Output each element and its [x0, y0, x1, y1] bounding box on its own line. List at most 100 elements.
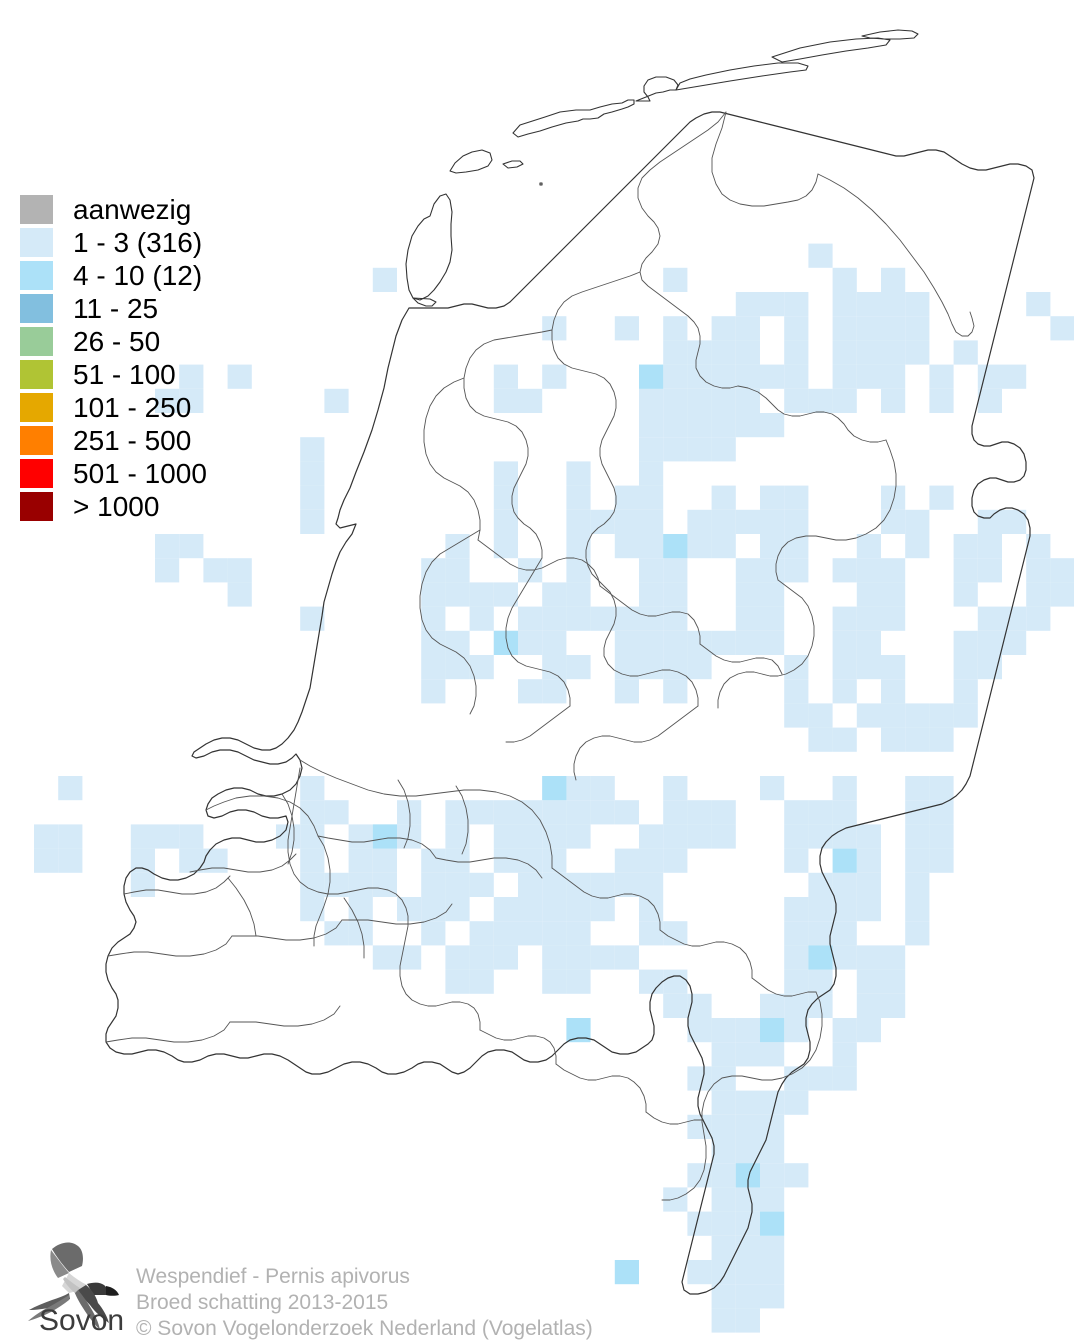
grid-cell-1-3 [34, 848, 59, 873]
grid-cell-1-3 [663, 582, 688, 607]
grid-cell-1-3 [469, 655, 494, 680]
grid-cell-1-3 [687, 534, 712, 559]
legend-swatch-501-1000 [20, 459, 53, 488]
grid-cell-4-10 [639, 364, 664, 389]
grid-cell-1-3 [421, 679, 446, 704]
grid-cell-1-3 [493, 364, 518, 389]
grid-cell-1-3 [784, 485, 809, 510]
grid-cell-1-3 [542, 824, 567, 849]
grid-cell-1-3 [784, 558, 809, 583]
grid-cell-1-3 [856, 316, 881, 341]
grid-cell-1-3 [372, 872, 397, 897]
grid-cell-1-3 [711, 316, 736, 341]
legend-swatch-4-10 [20, 261, 53, 290]
grid-cell-1-3 [711, 1235, 736, 1260]
grid-cell-1-3 [614, 872, 639, 897]
grid-cell-1-3 [566, 461, 591, 486]
grid-cell-1-3 [542, 582, 567, 607]
grid-cell-1-3 [1050, 582, 1074, 607]
grid-cell-1-3 [711, 388, 736, 413]
legend-row-7: 251 - 500 [20, 424, 270, 457]
grid-cell-1-3 [711, 509, 736, 534]
grid-cell-1-3 [445, 800, 470, 825]
legend-label-6: 101 - 250 [73, 392, 192, 423]
grid-cell-1-3 [977, 534, 1002, 559]
grid-cell-1-3 [663, 606, 688, 631]
grid-cell-1-3 [445, 630, 470, 655]
grid-cell-1-3 [881, 292, 906, 317]
grid-cell-1-3 [639, 509, 664, 534]
grid-cell-1-3 [905, 848, 930, 873]
legend-swatch-251-500 [20, 426, 53, 455]
grid-cell-1-3 [130, 824, 155, 849]
grid-cell-1-3 [735, 1090, 760, 1115]
grid-cell-1-3 [663, 316, 688, 341]
grid-cell-4-10 [760, 1018, 785, 1043]
grid-cell-1-3 [881, 340, 906, 365]
grid-cell-1-3 [760, 606, 785, 631]
grid-cell-1-3 [881, 679, 906, 704]
grid-cell-1-3 [493, 509, 518, 534]
grid-cell-1-3 [784, 292, 809, 317]
grid-cell-1-3 [663, 776, 688, 801]
legend-row-6: 101 - 250 [20, 391, 270, 424]
grid-cell-1-3 [735, 413, 760, 438]
grid-cell-1-3 [856, 993, 881, 1018]
grid-cell-4-10 [760, 1211, 785, 1236]
grid-cell-1-3 [639, 534, 664, 559]
legend-row-9: > 1000 [20, 490, 270, 523]
grid-cell-1-3 [832, 655, 857, 680]
grid-cell-1-3 [760, 1114, 785, 1139]
grid-cell-1-3 [832, 292, 857, 317]
grid-cell-1-3 [179, 388, 204, 413]
grid-cell-1-3 [590, 945, 615, 970]
grid-cell-1-3 [614, 800, 639, 825]
grid-cell-1-3 [445, 945, 470, 970]
grid-cell-1-3 [808, 703, 833, 728]
grid-cell-1-3 [881, 267, 906, 292]
legend-swatch-aanwezig [20, 195, 53, 224]
grid-cell-1-3 [155, 534, 180, 559]
grid-cell-1-3 [493, 824, 518, 849]
grid-cell-1-3 [493, 848, 518, 873]
grid-cell-1-3 [953, 558, 978, 583]
grid-cell-1-3 [518, 679, 543, 704]
grid-cell-1-3 [590, 606, 615, 631]
grid-cell-1-3 [929, 703, 954, 728]
grid-cell-1-3 [808, 800, 833, 825]
grid-cell-1-3 [808, 388, 833, 413]
grid-cell-1-3 [784, 388, 809, 413]
grid-cell-1-3 [663, 388, 688, 413]
legend-label-3: 11 - 25 [73, 293, 159, 324]
grid-cell-1-3 [929, 824, 954, 849]
grid-cell-1-3 [735, 1042, 760, 1067]
grid-cell-1-3 [469, 606, 494, 631]
grid-cell-1-3 [493, 534, 518, 559]
grid-cell-1-3 [881, 727, 906, 752]
grid-cell-1-3 [639, 921, 664, 946]
grid-cell-1-3 [832, 388, 857, 413]
grid-cell-1-3 [808, 243, 833, 268]
grid-cell-1-3 [518, 388, 543, 413]
grid-cell-1-3 [179, 824, 204, 849]
grid-cell-1-3 [856, 292, 881, 317]
grid-cell-1-3 [687, 1018, 712, 1043]
grid-cell-1-3 [663, 824, 688, 849]
grid-cell-1-3 [639, 485, 664, 510]
grid-cell-1-3 [227, 582, 252, 607]
grid-cell-1-3 [711, 1187, 736, 1212]
grid-cell-1-3 [856, 848, 881, 873]
grid-cell-1-3 [663, 558, 688, 583]
grid-cell-1-3 [663, 364, 688, 389]
grid-cell-1-3 [469, 800, 494, 825]
grid-cell-1-3 [760, 993, 785, 1018]
grid-cell-1-3 [735, 292, 760, 317]
grid-cell-1-3 [784, 921, 809, 946]
grid-cell-1-3 [300, 848, 325, 873]
grid-cell-1-3 [590, 509, 615, 534]
legend-swatch-101-250 [20, 393, 53, 422]
legend-swatch-1-3 [20, 228, 53, 257]
grid-cell-1-3 [856, 969, 881, 994]
grid-cell-1-3 [324, 388, 349, 413]
